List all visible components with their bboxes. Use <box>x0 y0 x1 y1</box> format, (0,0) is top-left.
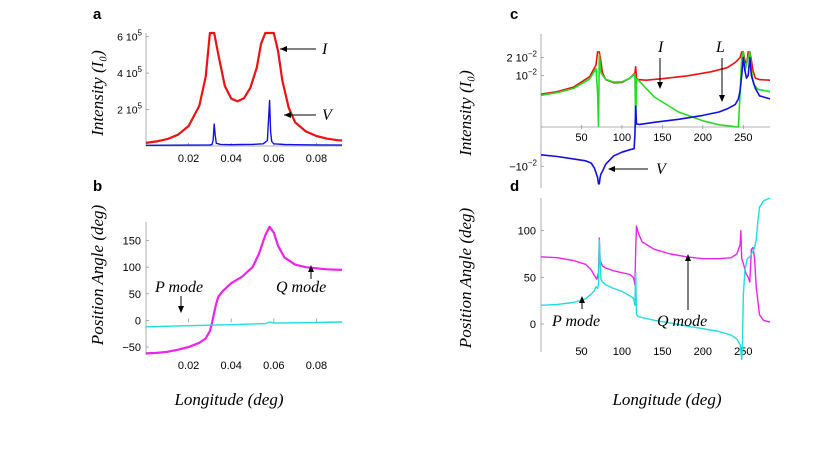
panel-b-y-tick-label: −50 <box>122 342 141 354</box>
panel-letter-c: c <box>510 6 518 23</box>
panel-c-y-tick-label: 10−2 <box>516 67 538 82</box>
panel-d-x-tick-label: 200 <box>694 346 712 358</box>
panel-c-x-tick-label: 100 <box>613 132 631 144</box>
panel-d-x-tick-label: 100 <box>613 346 631 358</box>
panel-c-annotation-i: I <box>657 39 664 56</box>
panel-c-annotation-v: V <box>656 161 668 178</box>
panel-c-x-tick-label: 200 <box>694 132 712 144</box>
panel-d-x-tick-label: 150 <box>653 346 671 358</box>
panel-a-x-tick-label: 0.04 <box>221 153 242 165</box>
panel-letter-a: a <box>93 6 102 23</box>
panel-b-y-tick-label: 0 <box>135 315 141 327</box>
panel-c-arrowhead-v <box>608 166 615 172</box>
panel-c-ylabel: Intensity (I₀) <box>456 70 475 157</box>
panel-c-x-tick-label: 150 <box>653 132 671 144</box>
panel-d-ylabel: Position Angle (deg) <box>456 207 475 349</box>
panel-b-y-tick-label: 150 <box>123 236 141 248</box>
panel-c-series-l <box>540 51 771 128</box>
panel-d-y-tick-label: 50 <box>524 272 536 284</box>
panel-b-arrowhead-q <box>308 265 314 272</box>
panel-d-xlabel: Longitude (deg) <box>611 390 721 409</box>
panel-c-series-v <box>540 56 771 185</box>
panel-c-y-tick-label: −10−2 <box>509 158 537 173</box>
panel-a-y-tick-label: 4 105 <box>117 65 142 80</box>
panel-a-annotation-v: V <box>322 107 334 124</box>
panel-b-ylabel: Position Angle (deg) <box>88 204 107 346</box>
panel-d-arrowhead-q <box>685 254 691 261</box>
panel-d-arrowhead-p <box>579 296 585 303</box>
panel-c-arrowhead-l <box>719 95 725 102</box>
panel-b-y-tick-label: 50 <box>129 289 141 301</box>
panel-c-x-tick-label: 250 <box>734 132 752 144</box>
panel-a-x-tick-label: 0.02 <box>178 153 199 165</box>
panel-d-y-tick-label: 0 <box>530 319 536 331</box>
panel-c-arrowhead-i <box>657 82 663 89</box>
panel-a-y-tick-label: 2 105 <box>117 102 142 117</box>
panel-a-plot: 0.02 0.04 0.06 0.08 2 105 4 105 6 105 <box>117 29 343 165</box>
panel-d-plot: 50 100 150 200 250 0 50 100 <box>518 197 771 361</box>
panel-a-series-i <box>145 31 343 144</box>
panel-a-x-tick-label: 0.08 <box>306 153 327 165</box>
panel-c-x-tick-label: 50 <box>575 132 587 144</box>
panel-b-plot: 0.02 0.04 0.06 0.08 −50 0 50 100 150 <box>122 222 343 372</box>
panel-a-y-tick-label: 6 105 <box>117 29 142 44</box>
panel-c-annotation-l: L <box>715 39 725 56</box>
panel-letter-b: b <box>93 178 102 195</box>
panel-b-series-p-mode <box>145 321 343 328</box>
panel-letter-d: d <box>510 178 519 195</box>
panel-a-arrowhead-i <box>280 46 287 52</box>
panel-d-x-tick-label: 250 <box>734 346 752 358</box>
panel-d-x-tick-label: 50 <box>575 346 587 358</box>
panel-d-series-q-mode <box>540 225 771 323</box>
panel-b-x-tick-label: 0.06 <box>263 360 284 372</box>
panel-d-series-p-mode <box>540 197 771 361</box>
panel-c-plot: 50 100 150 200 250 2 10−2 10−2 −10−2 <box>506 34 771 188</box>
panel-c-series-i <box>540 51 771 95</box>
panel-a-x-tick-label: 0.06 <box>263 153 284 165</box>
panel-b-x-tick-label: 0.04 <box>221 360 242 372</box>
panel-a-ylabel: Intensity (I₀) <box>88 50 107 137</box>
panel-b-xlabel: Longitude (deg) <box>173 390 283 409</box>
panel-d-y-tick-label: 100 <box>518 226 536 238</box>
panel-d-annotation-p: P mode <box>551 313 600 330</box>
panel-b-y-tick-label: 100 <box>123 262 141 274</box>
panel-b-x-tick-label: 0.08 <box>306 360 327 372</box>
panel-b-arrowhead-p <box>178 306 184 313</box>
panel-c-y-tick-label: 2 10−2 <box>506 50 537 65</box>
panel-a-annotation-i: I <box>321 41 328 58</box>
panel-d-annotation-q: Q mode <box>657 313 707 330</box>
panel-a-arrowhead-v <box>284 112 291 118</box>
panel-b-annotation-q: Q mode <box>276 279 326 296</box>
panel-b-x-tick-label: 0.02 <box>178 360 199 372</box>
panel-a-series-v <box>145 99 343 146</box>
panel-b-series-q-mode <box>145 225 343 355</box>
panel-b-annotation-p: P mode <box>154 279 203 296</box>
